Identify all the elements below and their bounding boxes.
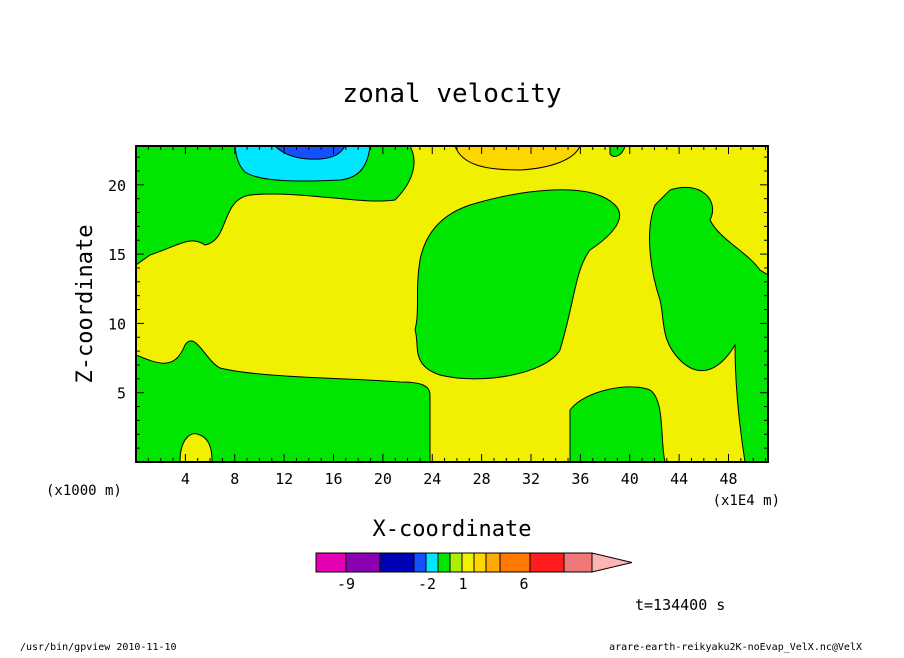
region-blue	[274, 146, 346, 160]
region-green-bottom-mid	[569, 386, 666, 462]
colorbar-segment	[345, 552, 381, 573]
chart-title: zonal velocity	[342, 79, 561, 109]
colorbar-segment	[425, 552, 439, 573]
region-yellow-bottom-hole	[179, 433, 213, 462]
x-unit-right: (x1E4 m)	[713, 493, 780, 509]
colorbar-segment	[413, 552, 427, 573]
colorbar-segment	[499, 552, 531, 573]
region-green-center	[414, 189, 621, 380]
x-tick-label: 40	[621, 470, 639, 488]
x-tick-label: 44	[670, 470, 688, 488]
contour-plot	[136, 146, 768, 462]
colorbar-segment	[315, 552, 347, 573]
x-tick-label: 28	[473, 470, 491, 488]
colorbar-segment	[473, 552, 487, 573]
colorbar-label: -9	[337, 575, 355, 593]
y-tick-label: 5	[117, 385, 126, 403]
time-label: t=134400 s	[635, 596, 725, 614]
colorbar-segment	[379, 552, 415, 573]
y-tick-label: 10	[108, 315, 126, 333]
colorbar-label: 6	[519, 575, 528, 593]
colorbar-segment	[449, 552, 463, 573]
y-tick-label: 15	[108, 246, 126, 264]
x-tick-label: 20	[374, 470, 392, 488]
x-axis: 4 8 12 16 20 24 28 32 36 40 44 48	[147, 146, 767, 488]
x-tick-label: 24	[423, 470, 441, 488]
colorbar-extend-triangle	[591, 552, 633, 573]
colorbar: -9 -2 1 6	[315, 552, 633, 593]
x-tick-label: 8	[230, 470, 239, 488]
region-orange	[454, 146, 581, 171]
x-tick-label: 32	[522, 470, 540, 488]
colorbar-segment	[461, 552, 475, 573]
colorbar-label: -2	[418, 575, 436, 593]
region-green-bottom-left	[136, 340, 431, 462]
colorbar-segment	[437, 552, 451, 573]
y-tick-label: 20	[108, 177, 126, 195]
colorbar-segment	[529, 552, 565, 573]
region-green-right	[649, 186, 768, 462]
plot-frame	[135, 145, 769, 463]
colorbar-label: 1	[458, 575, 467, 593]
x-tick-label: 36	[571, 470, 589, 488]
x-tick-label: 16	[324, 470, 342, 488]
x-axis-label: X-coordinate	[373, 517, 532, 542]
colorbar-segment	[563, 552, 593, 573]
y-axis-label: Z-coordinate	[73, 225, 98, 384]
x-tick-label: 12	[275, 470, 293, 488]
y-axis: 5 10 15 20	[108, 156, 768, 449]
footer-right: arare-earth-reikyaku2K-noEvap_VelX.nc@Ve…	[609, 642, 862, 653]
x-unit-left: (x1000 m)	[46, 483, 122, 499]
colorbar-segment	[485, 552, 501, 573]
x-tick-label: 4	[181, 470, 190, 488]
footer-left: /usr/bin/gpview 2010-11-10	[20, 642, 177, 653]
x-tick-label: 48	[719, 470, 737, 488]
